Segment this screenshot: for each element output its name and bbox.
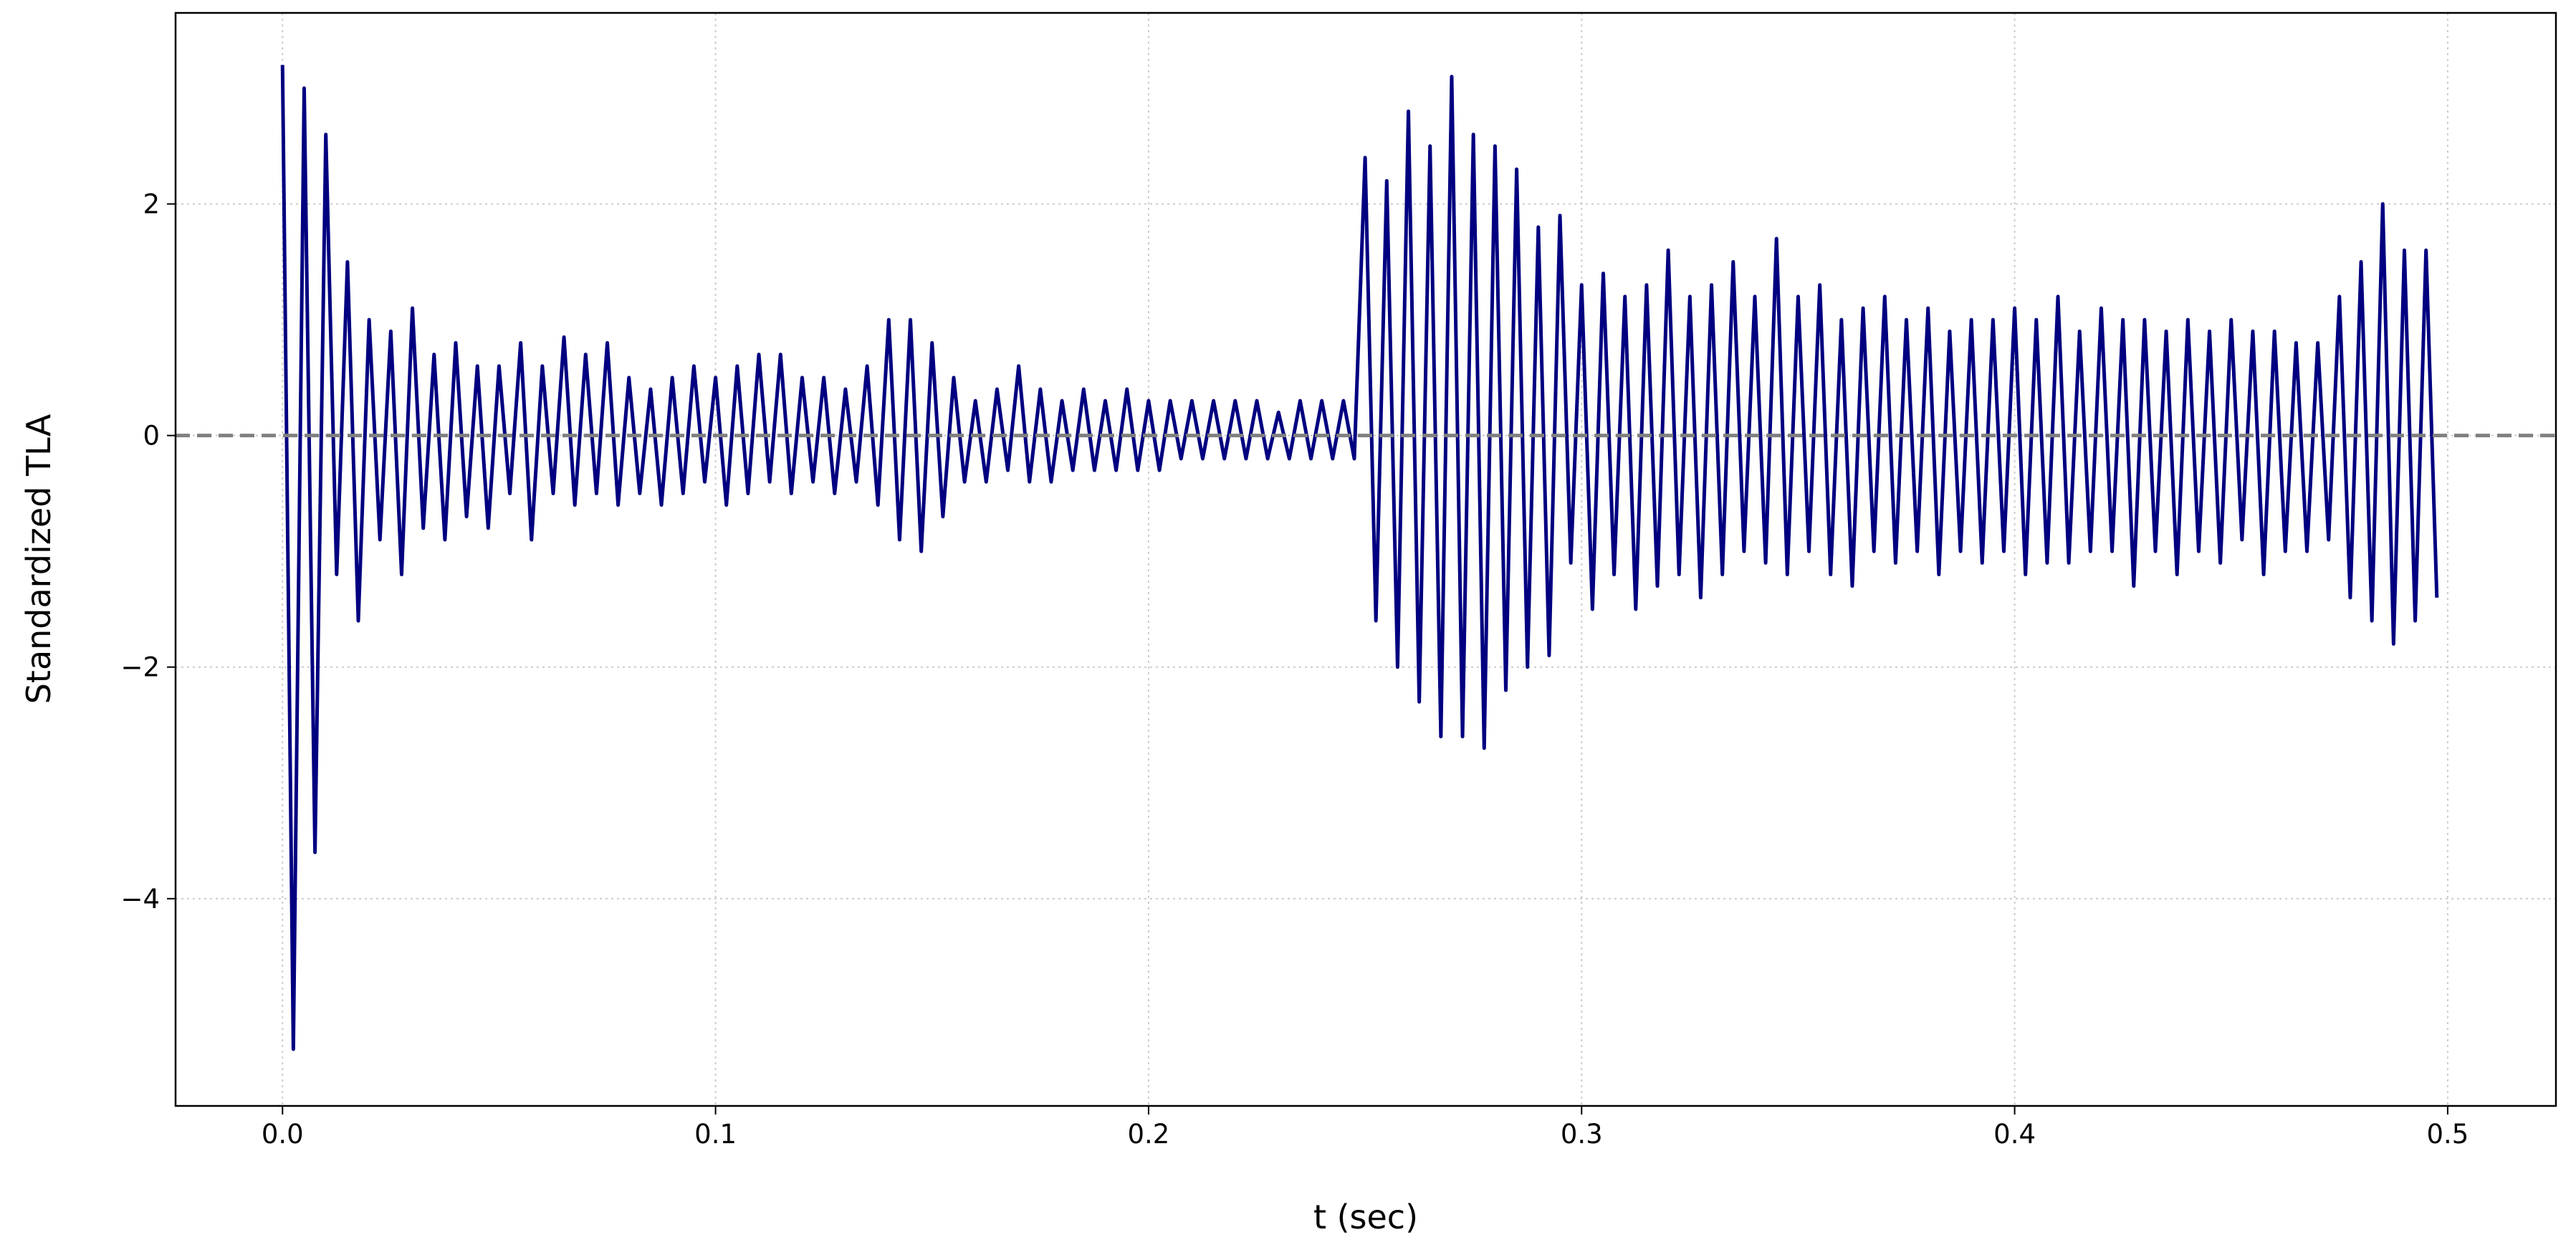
x-tick-label: 0.0: [262, 1119, 304, 1150]
plot-frame: [174, 11, 2557, 1107]
x-tick-label: 0.2: [1128, 1119, 1170, 1150]
y-tick-label: −4: [120, 884, 160, 915]
y-tick-label: 2: [143, 189, 160, 220]
signal-line: [280, 65, 2439, 1051]
x-tick-label: 0.1: [694, 1119, 737, 1150]
y-axis-label: Standardized TLA: [19, 414, 58, 704]
y-tick-label: −2: [120, 652, 160, 683]
x-axis-label: t (sec): [1313, 1198, 1418, 1236]
y-tick-label: 0: [143, 421, 160, 452]
x-tick-label: 0.5: [2426, 1119, 2469, 1150]
x-tick-label: 0.4: [1993, 1119, 2036, 1150]
x-tick-label: 0.3: [1561, 1119, 1603, 1150]
